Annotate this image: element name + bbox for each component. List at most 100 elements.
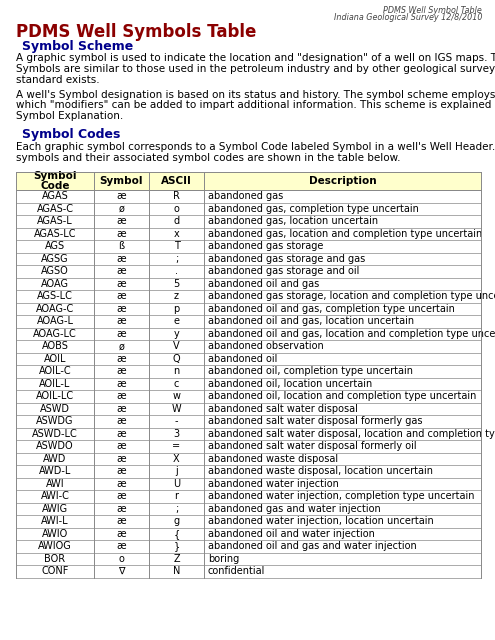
Text: Symbol Codes: Symbol Codes <box>22 128 120 141</box>
Text: æ: æ <box>117 479 126 489</box>
Text: abandoned salt water disposal: abandoned salt water disposal <box>208 404 358 413</box>
Text: g: g <box>173 516 180 526</box>
Text: abandoned salt water disposal formerly oil: abandoned salt water disposal formerly o… <box>208 441 417 451</box>
Text: ß: ß <box>118 241 125 252</box>
Text: boring: boring <box>208 554 239 564</box>
Text: PDMS Well Symbol Table: PDMS Well Symbol Table <box>383 6 482 15</box>
Text: AWI-C: AWI-C <box>41 492 69 501</box>
Text: æ: æ <box>117 416 126 426</box>
Text: w: w <box>172 391 181 401</box>
Text: Description: Description <box>309 176 376 186</box>
Text: ASWD: ASWD <box>40 404 70 413</box>
Text: æ: æ <box>117 541 126 551</box>
Text: X: X <box>173 454 180 464</box>
Text: abandoned oil and gas, completion type uncertain: abandoned oil and gas, completion type u… <box>208 304 455 314</box>
Text: æ: æ <box>117 429 126 439</box>
Text: o: o <box>174 204 179 214</box>
Text: æ: æ <box>117 329 126 339</box>
Text: AGSO: AGSO <box>41 266 69 276</box>
Text: c: c <box>174 379 179 388</box>
Text: AOAG-L: AOAG-L <box>37 316 73 326</box>
Text: PDMS Well Symbols Table: PDMS Well Symbols Table <box>16 23 256 41</box>
Text: æ: æ <box>117 504 126 514</box>
Text: AWD-L: AWD-L <box>39 467 71 476</box>
Text: AGAS: AGAS <box>42 191 68 201</box>
Text: abandoned waste disposal, location uncertain: abandoned waste disposal, location uncer… <box>208 467 433 476</box>
Text: abandoned waste disposal: abandoned waste disposal <box>208 454 338 464</box>
Text: AWI-L: AWI-L <box>41 516 69 526</box>
Text: æ: æ <box>117 391 126 401</box>
Text: abandoned oil and gas: abandoned oil and gas <box>208 279 319 289</box>
Text: AOIL-L: AOIL-L <box>39 379 71 388</box>
Text: ;: ; <box>175 253 178 264</box>
Text: æ: æ <box>117 454 126 464</box>
Text: æ: æ <box>117 516 126 526</box>
Text: d: d <box>173 216 180 227</box>
Text: {: { <box>173 529 180 539</box>
Text: ASWD-LC: ASWD-LC <box>32 429 78 439</box>
Text: U: U <box>173 479 180 489</box>
Text: p: p <box>173 304 180 314</box>
Text: o: o <box>119 554 124 564</box>
Text: ∇: ∇ <box>118 566 125 576</box>
Text: R: R <box>173 191 180 201</box>
Text: æ: æ <box>117 266 126 276</box>
Text: æ: æ <box>117 316 126 326</box>
Text: abandoned gas, location and completion type uncertain: abandoned gas, location and completion t… <box>208 228 482 239</box>
Text: Symbol: Symbol <box>100 176 143 186</box>
Text: confidential: confidential <box>208 566 265 576</box>
Text: AOAG-LC: AOAG-LC <box>33 329 77 339</box>
Text: æ: æ <box>117 492 126 501</box>
Text: A well's Symbol designation is based on its status and history. The symbol schem: A well's Symbol designation is based on … <box>16 90 495 100</box>
Text: abandoned gas storage, location and completion type uncertain: abandoned gas storage, location and comp… <box>208 291 495 301</box>
Text: Symbol
Code: Symbol Code <box>33 171 77 191</box>
Text: Each graphic symbol corresponds to a Symbol Code labeled Symbol in a well's Well: Each graphic symbol corresponds to a Sym… <box>16 142 495 152</box>
Text: standard exists.: standard exists. <box>16 75 99 84</box>
Text: æ: æ <box>117 366 126 376</box>
Text: AGS: AGS <box>45 241 65 252</box>
Text: abandoned salt water disposal, location and completion type uncertain: abandoned salt water disposal, location … <box>208 429 495 439</box>
Text: æ: æ <box>117 304 126 314</box>
Text: æ: æ <box>117 253 126 264</box>
Text: BOR: BOR <box>45 554 65 564</box>
Text: æ: æ <box>117 467 126 476</box>
Text: Symbols are similar to those used in the petroleum industry and by other geologi: Symbols are similar to those used in the… <box>16 64 495 74</box>
Bar <box>16 172 481 190</box>
Text: ;: ; <box>175 504 178 514</box>
Text: .: . <box>175 266 178 276</box>
Text: Symbol Explanation.: Symbol Explanation. <box>16 111 123 122</box>
Text: Symbol Scheme: Symbol Scheme <box>22 40 133 53</box>
Text: abandoned observation: abandoned observation <box>208 341 324 351</box>
Text: which "modifiers" can be added to impart additional information. This scheme is : which "modifiers" can be added to impart… <box>16 100 495 111</box>
Text: abandoned oil and gas and water injection: abandoned oil and gas and water injectio… <box>208 541 417 551</box>
Text: ø: ø <box>119 204 124 214</box>
Text: AOIL-C: AOIL-C <box>39 366 71 376</box>
Text: abandoned oil and water injection: abandoned oil and water injection <box>208 529 375 539</box>
Text: AWIO: AWIO <box>42 529 68 539</box>
Text: AWIOG: AWIOG <box>38 541 72 551</box>
Text: AOIL: AOIL <box>44 354 66 364</box>
Text: j: j <box>175 467 178 476</box>
Text: ø: ø <box>119 341 124 351</box>
Text: AGAS-LC: AGAS-LC <box>34 228 76 239</box>
Text: abandoned oil, location and completion type uncertain: abandoned oil, location and completion t… <box>208 391 476 401</box>
Text: æ: æ <box>117 379 126 388</box>
Text: 3: 3 <box>173 429 180 439</box>
Text: abandoned gas storage and gas: abandoned gas storage and gas <box>208 253 365 264</box>
Text: abandoned water injection, completion type uncertain: abandoned water injection, completion ty… <box>208 492 475 501</box>
Text: æ: æ <box>117 529 126 539</box>
Text: æ: æ <box>117 291 126 301</box>
Text: AOIL-LC: AOIL-LC <box>36 391 74 401</box>
Text: AWD: AWD <box>44 454 67 464</box>
Text: z: z <box>174 291 179 301</box>
Text: abandoned gas, completion type uncertain: abandoned gas, completion type uncertain <box>208 204 419 214</box>
Text: abandoned gas: abandoned gas <box>208 191 283 201</box>
Text: abandoned oil and gas, location and completion type uncertain: abandoned oil and gas, location and comp… <box>208 329 495 339</box>
Text: æ: æ <box>117 216 126 227</box>
Text: ASWDO: ASWDO <box>36 441 74 451</box>
Text: abandoned oil and gas, location uncertain: abandoned oil and gas, location uncertai… <box>208 316 414 326</box>
Text: abandoned water injection, location uncertain: abandoned water injection, location unce… <box>208 516 434 526</box>
Text: AGAS-C: AGAS-C <box>37 204 73 214</box>
Text: Z: Z <box>173 554 180 564</box>
Text: abandoned gas, location uncertain: abandoned gas, location uncertain <box>208 216 378 227</box>
